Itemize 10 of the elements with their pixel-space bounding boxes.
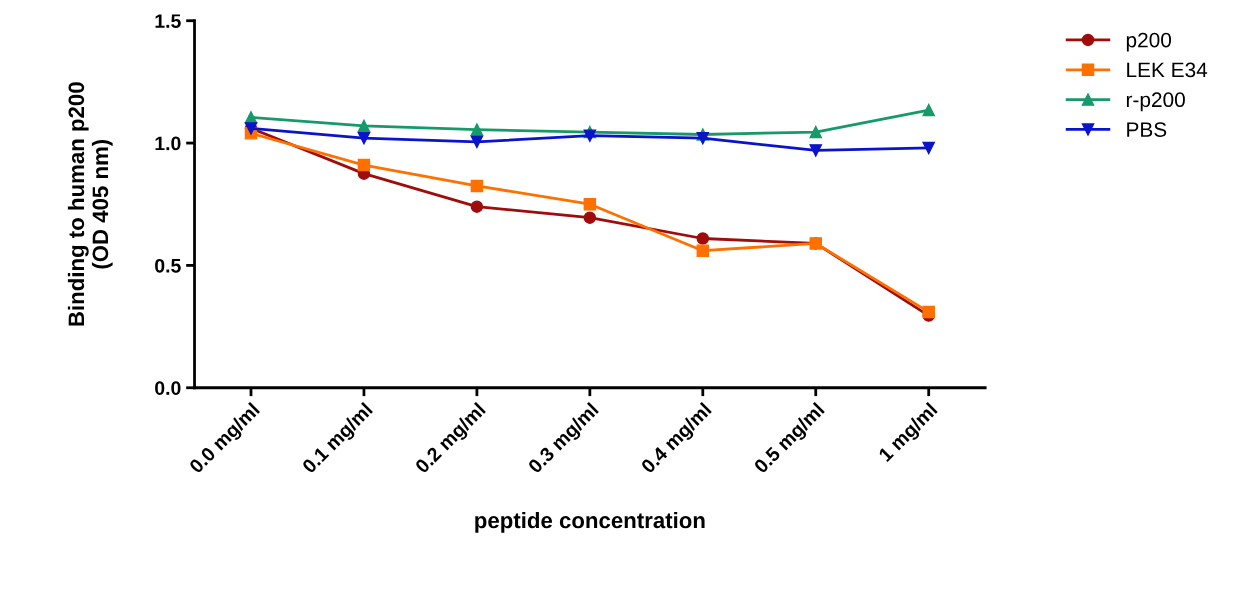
x-axis-title: peptide concentration <box>475 511 705 533</box>
y-tick-label: 0.5 <box>155 258 181 273</box>
legend-label: p200 <box>1126 32 1172 52</box>
y-axis-title: Binding to human p200 (OD 405 nm) <box>67 82 113 326</box>
legend-label: LEK E34 <box>1127 62 1208 78</box>
legend-label: r-p200 <box>1126 92 1185 112</box>
y-tick-label: 1.0 <box>155 136 181 151</box>
legend-label: PBS <box>1127 122 1167 137</box>
y-tick-label: 1.5 <box>155 14 181 28</box>
y-tick-label: 0.0 <box>155 381 181 395</box>
